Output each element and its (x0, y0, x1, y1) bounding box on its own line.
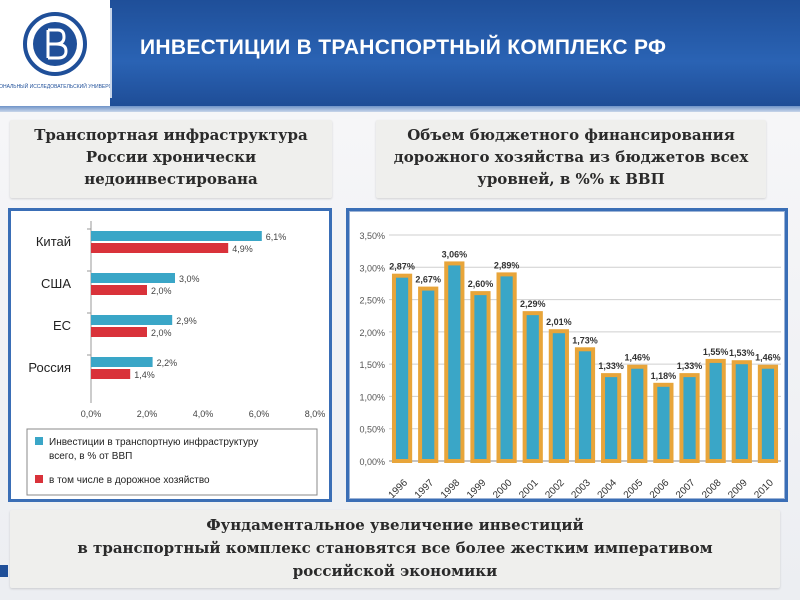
caption-left: Транспортная инфраструктура России хрони… (10, 120, 332, 198)
y-tick-label: 1,00% (359, 392, 385, 402)
header-underline (0, 106, 800, 112)
bar-value-label: 1,55% (703, 347, 729, 357)
year-bar (601, 373, 622, 463)
bar-road (91, 285, 147, 295)
caption-right: Объем бюджетного финансирования дорожног… (376, 120, 766, 198)
year-bar (470, 291, 491, 463)
category-label: Китай (36, 234, 71, 249)
road-financing-chart: 0,00% 0,50% 1,00% 1,50% 2,00% 2,50% 3,00% 3,50%… (346, 208, 788, 502)
category-label: Россия (28, 360, 71, 375)
bar-road (91, 369, 131, 379)
bar-value-label: 1,33% (677, 361, 703, 371)
caption-left-line: недоинвестирована (84, 170, 258, 188)
x-tick-label: 0,0% (81, 409, 102, 419)
y-tick-label: 0,00% (359, 457, 385, 467)
chart-inner-border (349, 211, 785, 499)
bar-value-label: 2,87% (389, 262, 415, 272)
logo-caption: НАЦИОНАЛЬНЫЙ ИССЛЕДОВАТЕЛЬСКИЙ УНИВЕРСИТ… (0, 82, 110, 90)
bar-road-label: 4,9% (232, 244, 253, 254)
bar-total-label: 2,9% (176, 316, 197, 326)
bar-total (91, 357, 153, 367)
caption-left-line: Транспортная инфраструктура (34, 126, 308, 144)
conclusion-line: российской экономики (292, 562, 498, 580)
bar-value-label: 1,46% (755, 353, 781, 363)
conclusion-box: Фундаментальное увеличение инвестиций в … (10, 510, 780, 588)
year-bar (391, 273, 413, 464)
legend-swatch-road (35, 475, 43, 483)
year-bar (418, 286, 439, 463)
year-bar (444, 261, 465, 464)
bar-road (91, 327, 147, 337)
caption-left-line: России хронически (85, 148, 257, 166)
year-bar (627, 364, 648, 463)
year-bar (757, 364, 779, 463)
legend-label-total-line2: всего, в % от ВВП (49, 451, 132, 462)
y-tick-label: 0,50% (359, 425, 385, 435)
country-bar-chart-svg: Китай 6,1% 4,9% США 3,0% 2,0% ЕС 2,9% 2,0% Россия… (26, 221, 326, 496)
bar-value-label: 1,33% (598, 361, 624, 371)
page-title: ИНВЕСТИЦИИ В ТРАНСПОРТНЫЙ КОМПЛЕКС РФ (140, 36, 667, 59)
bar-value-label: 2,29% (520, 299, 546, 309)
conclusion-line: Фундаментальное увеличение инвестиций (206, 516, 584, 534)
year-bar (496, 272, 517, 464)
bar-road-label: 1,4% (134, 370, 155, 380)
year-bar (548, 329, 569, 463)
y-tick-label: 1,50% (359, 360, 385, 370)
category-label: ЕС (53, 318, 71, 333)
y-tick-label: 3,50% (359, 231, 385, 241)
conclusion-line: в транспортный комплекс становятся все б… (77, 539, 713, 557)
bar-road-label: 2,0% (151, 286, 172, 296)
legend-swatch-total (35, 437, 43, 445)
caption-right-line: дорожного хозяйства из бюджетов всех (393, 148, 749, 166)
yearly-bar-chart-svg: 0,00% 0,50% 1,00% 1,50% 2,00% 2,50% 3,00% 3,50%… (359, 231, 781, 501)
bar-value-label: 2,01% (546, 317, 572, 327)
bar-value-label: 2,89% (494, 260, 520, 270)
year-bar (731, 360, 752, 464)
y-tick-label: 2,50% (359, 296, 385, 306)
x-tick-label: 8,0% (305, 409, 326, 419)
bar-road-label: 2,0% (151, 328, 172, 338)
header-divider (110, 8, 112, 98)
bar-total (91, 315, 173, 325)
y-tick-label: 2,00% (359, 328, 385, 338)
bar-value-label: 1,73% (572, 335, 598, 345)
legend-label-total-line1: Инвестиции в транспортную инфраструктуру (49, 436, 258, 448)
year-bar (653, 382, 674, 463)
x-tick-label: 4,0% (193, 409, 214, 419)
x-tick-label: 2,0% (137, 409, 158, 419)
bar-total (91, 231, 262, 241)
legend-label-road: в том числе в дорожное хозяйство (49, 475, 210, 486)
slide-side-marker (0, 565, 8, 577)
bar-total-label: 6,1% (266, 232, 287, 242)
bar-total (91, 273, 175, 283)
caption-right-line: уровней, в %% к ВВП (477, 170, 665, 188)
header-bar: НАЦИОНАЛЬНЫЙ ИССЛЕДОВАТЕЛЬСКИЙ УНИВЕРСИТ… (0, 0, 800, 112)
logo-emblem-icon: НАЦИОНАЛЬНЫЙ ИССЛЕДОВАТЕЛЬСКИЙ УНИВЕРСИТ… (0, 12, 125, 90)
bar-value-label: 3,06% (442, 249, 468, 259)
bar-total-label: 2,2% (157, 358, 178, 368)
year-bar (679, 373, 700, 463)
bar-value-label: 1,53% (729, 348, 755, 358)
legend-box (26, 428, 318, 496)
university-logo: НАЦИОНАЛЬНЫЙ ИССЛЕДОВАТЕЛЬСКИЙ УНИВЕРСИТ… (0, 0, 125, 106)
bar-road (91, 243, 229, 253)
category-label: США (41, 276, 71, 291)
year-bar (705, 358, 726, 464)
x-tick-label: 6,0% (249, 409, 270, 419)
y-tick-label: 3,00% (359, 263, 385, 273)
bar-value-label: 2,67% (415, 275, 441, 285)
country-comparison-chart: Китай 6,1% 4,9% США 3,0% 2,0% ЕС 2,9% 2,0% Россия… (8, 208, 332, 502)
bar-value-label: 1,18% (651, 371, 677, 381)
year-bar (522, 311, 543, 464)
year-bar (574, 347, 596, 463)
bar-value-label: 2,60% (468, 279, 494, 289)
caption-right-line: Объем бюджетного финансирования (407, 126, 735, 144)
bar-value-label: 1,46% (625, 353, 651, 363)
bar-total-label: 3,0% (179, 274, 200, 284)
